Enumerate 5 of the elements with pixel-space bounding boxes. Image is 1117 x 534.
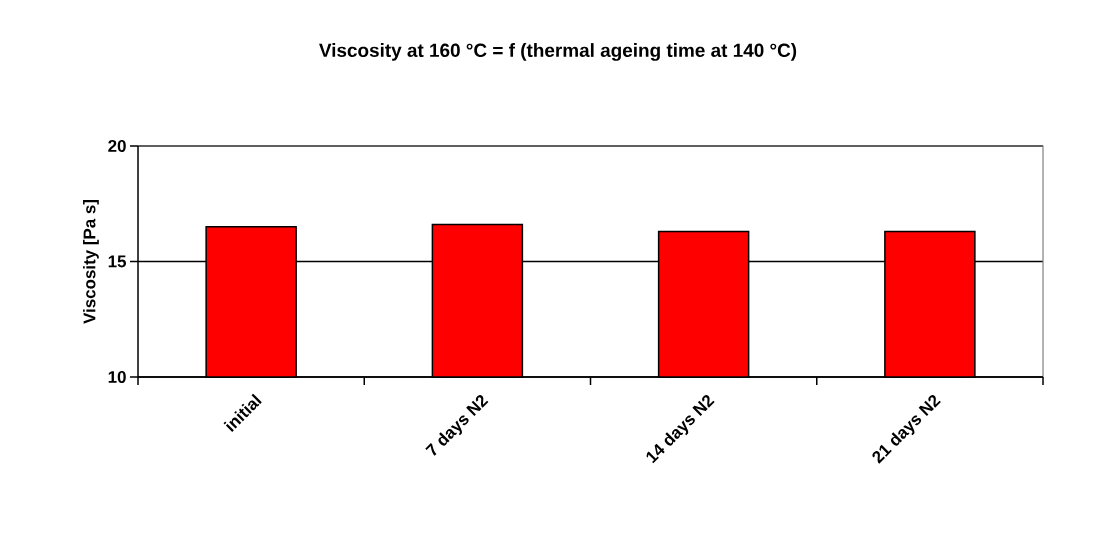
chart-title: Viscosity at 160 °C = f (thermal ageing time at 140 °C) [319,43,797,61]
y-tick-label: 15 [108,255,127,268]
y-tick-label: 10 [108,370,126,383]
y-tick-label: 20 [108,139,126,152]
y-axis-title: Viscosity [Pa s] [83,200,99,324]
